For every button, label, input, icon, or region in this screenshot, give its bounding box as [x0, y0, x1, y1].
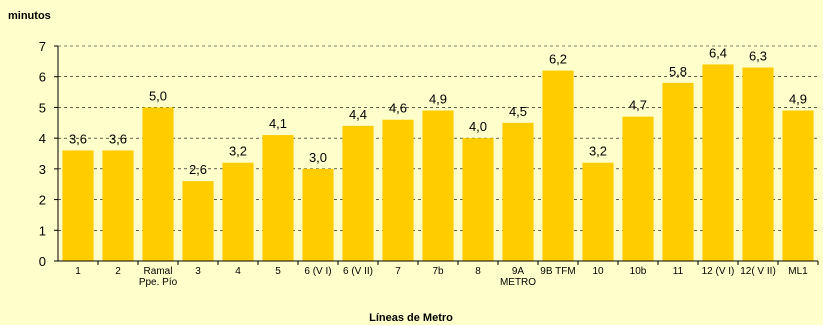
y-tick-label: 0 — [39, 254, 46, 269]
bar — [422, 110, 454, 261]
bar — [502, 122, 534, 262]
x-tick-label: 10 — [592, 266, 604, 277]
y-axis-label: minutos — [8, 10, 51, 22]
y-tick-label: 1 — [39, 223, 46, 238]
data-label: 5,8 — [669, 64, 687, 79]
data-label: 4,7 — [629, 98, 647, 113]
data-label: 4,1 — [269, 116, 287, 131]
axes — [54, 45, 819, 265]
x-tick-label: 5 — [275, 266, 281, 277]
data-label: 4,9 — [429, 92, 447, 107]
y-tick-label: 2 — [39, 193, 46, 208]
bar — [222, 162, 254, 261]
x-tick-label: 12 (V I) — [702, 266, 735, 277]
x-tick-label: 9A METRO — [500, 266, 536, 288]
data-label: 6,3 — [749, 49, 767, 64]
bar — [742, 67, 774, 261]
x-tick-label: Ramal Ppe. Pío — [139, 266, 178, 288]
x-tick-label: 9B TFM — [540, 266, 575, 277]
x-tick-label: 7 — [395, 266, 401, 277]
x-tick-label: 8 — [475, 266, 481, 277]
bar — [342, 125, 374, 261]
bars — [62, 64, 814, 262]
x-tick-label: 10b — [630, 266, 647, 277]
data-label: 5,0 — [149, 88, 167, 103]
bar — [662, 82, 694, 261]
x-tick-label: 7b — [432, 266, 444, 277]
bar — [542, 70, 574, 261]
x-tick-label: 6 (V II) — [343, 266, 373, 277]
data-label: 3,6 — [69, 131, 87, 146]
y-tick-label: 5 — [39, 100, 46, 115]
y-tick-label: 6 — [39, 70, 46, 85]
data-label: 4,5 — [509, 104, 527, 119]
bar — [302, 168, 334, 261]
x-tick-label: 11 — [673, 266, 684, 277]
bar — [582, 162, 614, 261]
data-label: 6,2 — [549, 52, 567, 67]
bar — [382, 119, 414, 261]
data-label: 3,2 — [589, 144, 607, 159]
bar — [622, 116, 654, 262]
x-tick-label: 1 — [75, 266, 81, 277]
x-tick-label: 2 — [115, 266, 121, 277]
x-tick-labels: 1 2 Ramal Ppe. Pío 3 4 5 6 (V I) 6 (V II) 7 7b 8 9A M… — [75, 266, 808, 288]
data-label: 3,0 — [309, 150, 327, 165]
y-tick-labels: 0 1 2 3 4 5 6 7 — [39, 39, 46, 269]
x-tick-label: 12( V II) — [740, 266, 776, 277]
bar — [62, 150, 94, 261]
x-axis-label: Líneas de Metro — [369, 312, 453, 324]
y-tick-label: 4 — [39, 131, 46, 146]
bar — [702, 64, 734, 261]
data-labels: 3,6 3,6 5,0 2,6 3,2 4,1 3,0 4,4 4,6 4,9 4,0 4,5 6,2 3… — [69, 45, 807, 177]
bar — [262, 135, 294, 261]
data-label: 3,6 — [109, 131, 127, 146]
data-label: 4,0 — [469, 119, 487, 134]
bar — [102, 150, 134, 261]
data-label: 4,6 — [389, 101, 407, 116]
bar — [782, 110, 814, 261]
data-label: 4,4 — [349, 107, 367, 122]
data-label: 4,9 — [789, 92, 807, 107]
x-tick-label: 3 — [195, 266, 201, 277]
data-label: 2,6 — [189, 162, 207, 177]
x-tick-label: ML1 — [788, 266, 808, 277]
x-tick-label: 6 (V I) — [304, 266, 331, 277]
bar — [142, 107, 174, 261]
data-label: 6,4 — [709, 45, 727, 60]
bar — [462, 138, 494, 261]
x-tick-label: 4 — [235, 266, 241, 277]
bar — [182, 181, 214, 261]
y-tick-label: 3 — [39, 162, 46, 177]
y-tick-label: 7 — [39, 39, 46, 54]
data-label: 3,2 — [229, 144, 247, 159]
